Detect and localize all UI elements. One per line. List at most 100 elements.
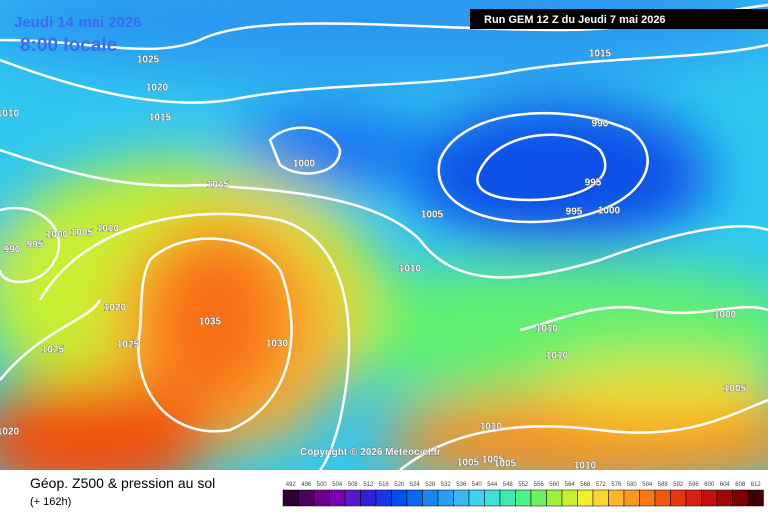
scale-swatch bbox=[716, 489, 733, 507]
scale-swatch bbox=[732, 489, 749, 507]
isobar-label: 1030 bbox=[266, 339, 289, 350]
scale-label: 508 bbox=[348, 482, 359, 488]
scale-label: 516 bbox=[379, 482, 390, 488]
scale-label: 564 bbox=[565, 482, 576, 488]
scale-swatch bbox=[375, 489, 392, 507]
scale-swatch bbox=[546, 489, 563, 507]
scale-swatch bbox=[468, 489, 485, 507]
scale-label: 496 bbox=[301, 482, 312, 488]
isobar-label: 1035 bbox=[199, 317, 222, 328]
isobar-label: 1010 bbox=[536, 324, 559, 335]
isobar-label: 1000 bbox=[293, 159, 316, 170]
isobar-label: 1005 bbox=[494, 459, 517, 470]
scale-label: 588 bbox=[658, 482, 669, 488]
isobar-label: 990 bbox=[4, 245, 21, 256]
local-time: 8:00 locale bbox=[20, 35, 117, 56]
isobar-label: 1005 bbox=[724, 384, 747, 395]
scale-swatch bbox=[747, 489, 764, 507]
scale-swatch bbox=[654, 489, 671, 507]
scale-swatch bbox=[329, 489, 346, 507]
field bbox=[0, 0, 768, 500]
isobar-label: 1010 bbox=[546, 351, 569, 362]
scale-swatch bbox=[282, 489, 299, 507]
scale-label: 572 bbox=[596, 482, 607, 488]
isobar-label: 1015 bbox=[149, 113, 172, 124]
scale-label: 528 bbox=[425, 482, 436, 488]
scale-swatch bbox=[391, 489, 408, 507]
color-scale: 492 496 500 504 508 512 516 520 524 528 532 536 540 5… bbox=[282, 482, 764, 507]
scale-label: 584 bbox=[642, 482, 653, 488]
isobar-label: 1000 bbox=[714, 310, 737, 321]
scale-label: 500 bbox=[317, 482, 328, 488]
scale-swatch bbox=[670, 489, 687, 507]
copyright: Copyright © 2026 Meteociel.fr bbox=[300, 447, 441, 458]
isobar-label: 1010 bbox=[480, 422, 503, 433]
scale-label: 612 bbox=[751, 482, 762, 488]
scale-swatch bbox=[499, 489, 516, 507]
scale-label: 576 bbox=[611, 482, 622, 488]
scale-swatch bbox=[313, 489, 330, 507]
footer-title: Géop. Z500 & pression au sol bbox=[30, 475, 215, 491]
isobar-label: 1005 bbox=[482, 455, 505, 466]
isobar-label: 1005 bbox=[421, 210, 444, 221]
scale-swatch bbox=[344, 489, 361, 507]
scale-label: 532 bbox=[441, 482, 452, 488]
scale-swatch bbox=[608, 489, 625, 507]
scale-label: 608 bbox=[735, 482, 746, 488]
isobar-label: 1020 bbox=[104, 303, 127, 314]
isobar-label: 1020 bbox=[146, 83, 169, 94]
isobar-label: 990 bbox=[592, 119, 609, 130]
run-label: Run GEM 12 Z du Jeudi 7 mai 2026 bbox=[484, 14, 666, 26]
scale-label: 492 bbox=[286, 482, 297, 488]
scale-swatch bbox=[484, 489, 501, 507]
scale-label: 596 bbox=[689, 482, 700, 488]
scale-swatch bbox=[360, 489, 377, 507]
scale-swatch bbox=[561, 489, 578, 507]
isobar-label: 1015 bbox=[589, 49, 612, 60]
scale-swatch bbox=[515, 489, 532, 507]
scale-label: 524 bbox=[410, 482, 421, 488]
scale-swatch bbox=[298, 489, 315, 507]
scale-label: 544 bbox=[487, 482, 498, 488]
scale-swatch bbox=[577, 489, 594, 507]
isobar-label: 1010 bbox=[0, 109, 20, 120]
scale-label: 580 bbox=[627, 482, 638, 488]
scale-label: 520 bbox=[394, 482, 405, 488]
scale-swatch bbox=[422, 489, 439, 507]
isobar-label: 995 bbox=[27, 240, 44, 251]
scale-swatch bbox=[685, 489, 702, 507]
scale-swatch bbox=[437, 489, 454, 507]
valid-date: Jeudi 14 mai 2026 bbox=[14, 14, 142, 31]
scale-label: 548 bbox=[503, 482, 514, 488]
scale-swatch bbox=[639, 489, 656, 507]
scale-swatch bbox=[406, 489, 423, 507]
isobar-label: 1000 bbox=[598, 206, 621, 217]
scale-swatch bbox=[530, 489, 547, 507]
scale-swatch bbox=[701, 489, 718, 507]
scale-swatch bbox=[592, 489, 609, 507]
isobar-label: 1025 bbox=[42, 345, 65, 356]
isobar-label: 1025 bbox=[117, 340, 140, 351]
scale-label: 504 bbox=[332, 482, 343, 488]
scale-label: 560 bbox=[549, 482, 560, 488]
scale-label: 556 bbox=[534, 482, 545, 488]
run-banner bbox=[470, 9, 768, 29]
isobar-label: 1010 bbox=[399, 264, 422, 275]
isobar-label: 1015 bbox=[207, 180, 230, 191]
isobar-label: 995 bbox=[585, 178, 602, 189]
isobar-label: 1010 bbox=[574, 461, 597, 472]
isobar-label: 1000 bbox=[46, 230, 69, 241]
scale-label: 512 bbox=[363, 482, 374, 488]
lead-time: (+ 162h) bbox=[30, 496, 71, 508]
isobar-label: 995 bbox=[566, 207, 583, 218]
isobar-label: 1010 bbox=[97, 224, 120, 235]
isobar-label: 1005 bbox=[71, 228, 94, 239]
scale-label: 604 bbox=[720, 482, 731, 488]
scale-swatch bbox=[623, 489, 640, 507]
scale-label: 592 bbox=[673, 482, 684, 488]
isobar-label: 1020 bbox=[0, 427, 20, 438]
isobar-label: 1005 bbox=[457, 458, 480, 469]
isobar-labels: 1025102010151010100010159909951000100510… bbox=[0, 48, 747, 472]
scale-label: 536 bbox=[456, 482, 467, 488]
